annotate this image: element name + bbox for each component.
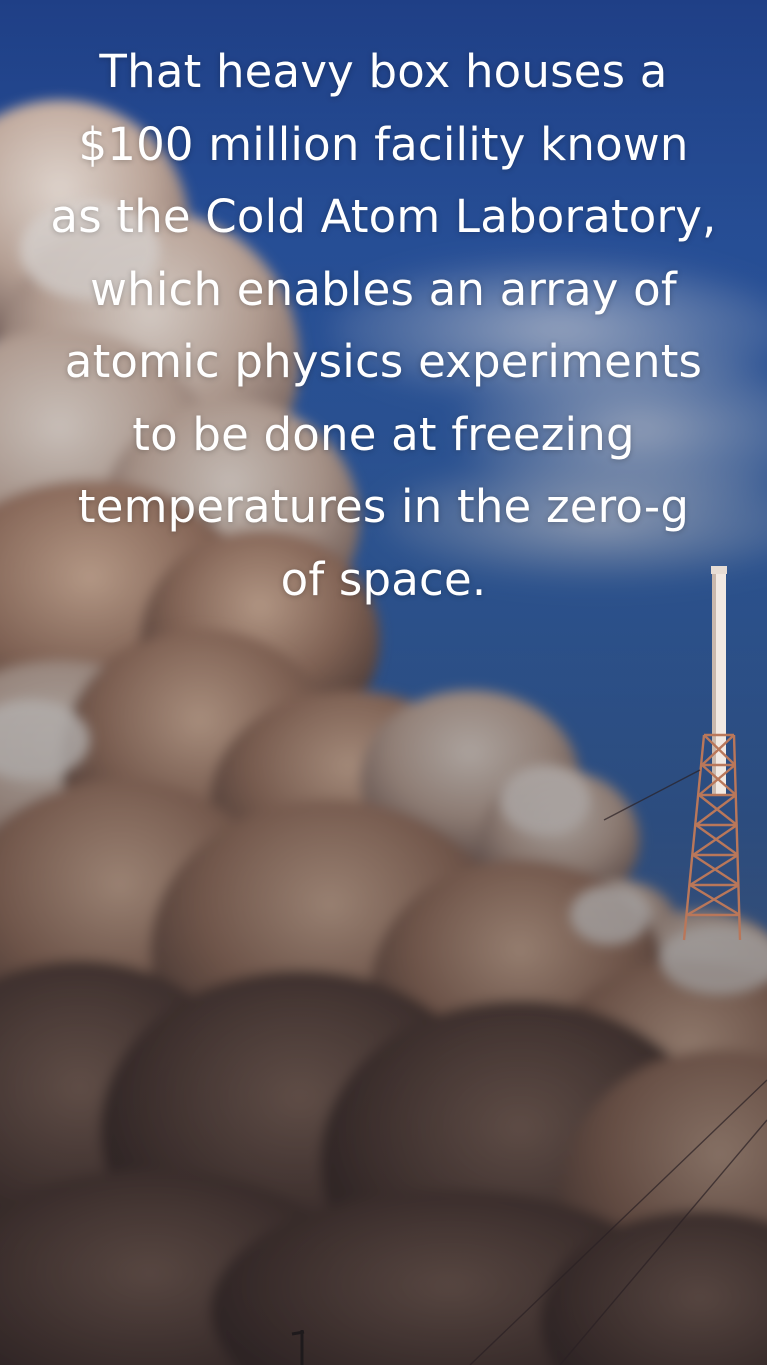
lightning-tower xyxy=(682,566,742,941)
pole xyxy=(291,1330,305,1365)
slide-caption: That heavy box houses a $100 million fac… xyxy=(50,45,717,606)
support-wires xyxy=(469,769,767,1365)
